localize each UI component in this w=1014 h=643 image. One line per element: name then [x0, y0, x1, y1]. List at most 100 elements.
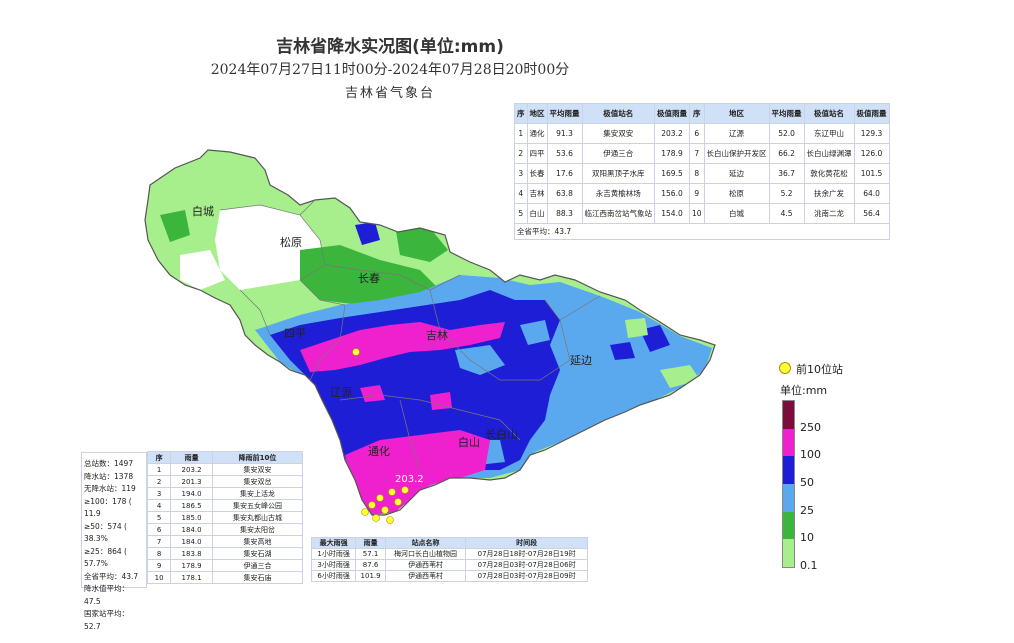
stat-line: 国家站平均：52.7	[84, 609, 129, 631]
table-cell: 9	[689, 183, 705, 204]
time-range: 2024年07月27日11时00分-2024年07月28日20时00分	[210, 62, 570, 78]
table-cell: 伊通三合	[211, 559, 304, 572]
table-cell: 伊通西苇村	[384, 570, 467, 582]
header-cell: 极值站名	[581, 103, 655, 124]
table-cell: 66.2	[768, 143, 805, 164]
table-cell: 白城	[703, 203, 770, 224]
table-cell: 5.2	[768, 183, 805, 204]
table-cell: 8	[146, 547, 172, 560]
top10-marker-icon	[779, 362, 791, 374]
table-cell: 临江西南岔站气象站	[581, 203, 655, 224]
table-cell: 154.0	[654, 203, 690, 224]
table-cell: 53.6	[546, 143, 583, 164]
table-cell: 203.2	[170, 463, 213, 476]
table-cell: 集安双岔	[211, 475, 304, 488]
table-cell: 56.4	[853, 203, 890, 224]
table-cell: 扶余广发	[803, 183, 855, 204]
table-row: 1小时雨强 57.1 梅河口长白山植物园 07月28日18时-07月28日19时	[310, 548, 588, 560]
stat-line: 降水值平均：47.5	[84, 584, 129, 606]
header-cell: 时间段	[465, 537, 588, 549]
stat-line: 无降水站：119	[84, 484, 136, 493]
city-label-changbaishan: 长白山	[485, 427, 518, 441]
table-cell: 延边	[703, 163, 770, 184]
table-cell: 集安五女峰公园	[211, 499, 304, 512]
table-cell: 10	[146, 571, 172, 584]
city-label-liaoyuan: 辽源	[330, 385, 352, 399]
table-cell: 集安双安	[581, 123, 655, 144]
header-cell: 地区	[703, 103, 770, 124]
organization: 吉林省气象台	[344, 86, 435, 101]
table-cell: 6小时雨强	[310, 570, 357, 582]
city-label-changchun: 长春	[358, 272, 380, 285]
legend-unit: 单位:mm	[780, 384, 828, 397]
table-row: 1 通化 91.3 集安双安 203.2 6 辽源 52.0 东辽甲山 129.3	[514, 123, 890, 144]
table-cell: 长春	[526, 163, 548, 184]
table-cell: 126.0	[853, 143, 890, 164]
table-cell: 91.3	[546, 123, 583, 144]
table-cell: 集安太阳岔	[211, 523, 304, 536]
header-cell: 降雨前10位	[211, 451, 304, 464]
table-cell: 5	[146, 511, 172, 524]
table-cell: 9	[146, 559, 172, 572]
city-label-baicheng: 白城	[192, 204, 214, 218]
table-cell: 4	[146, 499, 172, 512]
table-cell: 洮南二龙	[803, 203, 855, 224]
legend-swatch	[783, 511, 794, 540]
top10-table: 序 雨量 降雨前10位 1 203.2 集安双安 2 201.3 集安双岔 3 194.0 集安…	[146, 451, 304, 584]
table-cell: 长白山保护开发区	[703, 143, 770, 164]
table-cell: 10	[689, 203, 705, 224]
table-cell: 64.0	[853, 183, 890, 204]
table-cell: 伊通西苇村	[384, 559, 467, 571]
table-cell: 169.5	[654, 163, 690, 184]
table-cell: 双阳黑顶子水库	[581, 163, 655, 184]
table-cell: 集安上活龙	[211, 487, 304, 500]
table-cell: 1	[514, 123, 528, 144]
table-row: 2 201.3 集安双岔	[146, 475, 304, 488]
max-intensity-table: 最大雨强 雨量 站点名称 时间段 1小时雨强 57.1 梅河口长白山植物园 07月28…	[310, 537, 588, 582]
legend-swatch	[783, 539, 794, 567]
table-cell: 178.1	[170, 571, 213, 584]
table-cell: 4.5	[768, 203, 805, 224]
table-row: 9 178.9 伊通三合	[146, 559, 304, 572]
legend-level-label: 25	[800, 503, 814, 517]
table-cell: 4	[514, 183, 528, 204]
table-cell: 7	[689, 143, 705, 164]
legend-level-label: 0.1	[800, 559, 818, 572]
table-cell: 永吉黄榆林场	[581, 183, 655, 204]
table-cell: 长白山绿渊潭	[803, 143, 855, 164]
legend-swatch	[783, 456, 794, 484]
table-cell: 5	[514, 203, 528, 224]
table-cell: 辽源	[703, 123, 770, 144]
station-stats: 总站数：1497 降水站：1378 无降水站：119 ≥100：178 ( 11.9 ≥…	[81, 452, 147, 631]
header-cell: 站点名称	[384, 537, 467, 549]
table-cell: 四平	[526, 143, 548, 164]
table-row: 10 178.1 集安石庙	[146, 571, 304, 584]
table-row: 4 186.5 集安五女峰公园	[146, 499, 304, 512]
table-cell: 63.8	[546, 183, 583, 204]
city-label-tonghua: 通化	[368, 444, 390, 458]
table-cell: 156.0	[654, 183, 690, 204]
header-cell: 极值站名	[803, 103, 855, 124]
header-cell: 序	[146, 451, 172, 464]
table-cell: 3	[146, 487, 172, 500]
map-title: 吉林省降水实况图(单位:mm)	[276, 37, 504, 57]
city-label-baishan: 白山	[458, 435, 480, 449]
table-row: 3 194.0 集安上活龙	[146, 487, 304, 500]
table-cell: 3小时雨强	[310, 559, 357, 571]
table-cell: 129.3	[853, 123, 890, 144]
table-row: 全省平均：43.7	[514, 223, 890, 240]
table-row: 1 203.2 集安双安	[146, 463, 304, 476]
table-cell: 07月28日03时-07月28日06时	[465, 559, 588, 571]
table-cell: 集安双安	[211, 463, 304, 476]
table-cell: 伊通三合	[581, 143, 655, 164]
table-cell: 36.7	[768, 163, 805, 184]
table-cell: 6	[146, 523, 172, 536]
header-cell: 平均雨量	[768, 103, 805, 124]
stat-line: 降水站：1378	[84, 471, 134, 481]
header-cell: 雨量	[170, 451, 213, 464]
header-cell: 雨量	[355, 537, 386, 549]
stat-line: 全省平均：43.7	[84, 571, 139, 581]
table-cell: 集安石庙	[211, 571, 304, 584]
